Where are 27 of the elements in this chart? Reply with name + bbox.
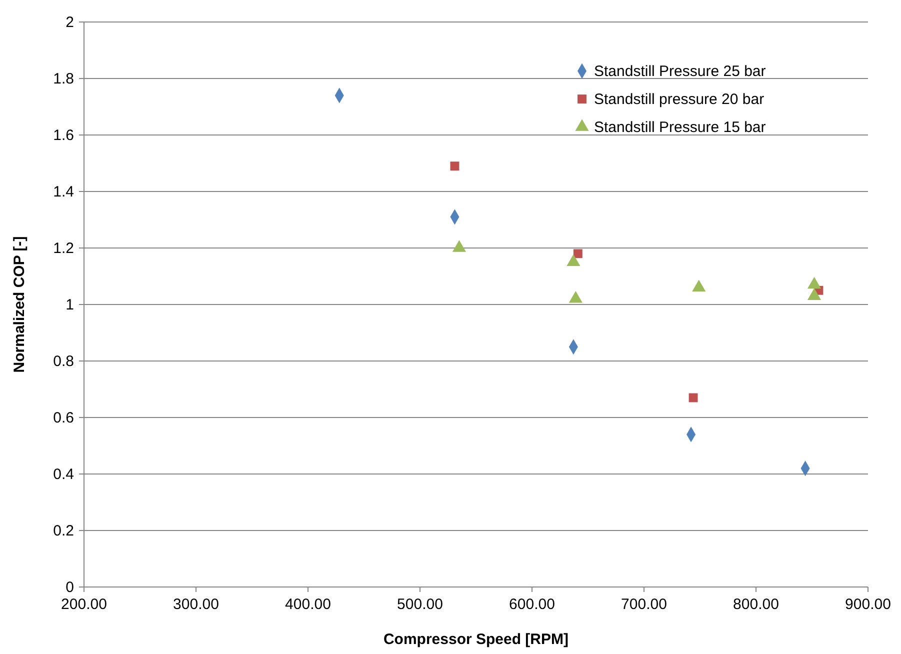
y-tick-label: 2: [66, 14, 74, 31]
x-tick-label: 800.00: [733, 596, 779, 613]
legend-label: Standstill Pressure 25 bar: [594, 63, 766, 80]
y-tick-label: 1.2: [53, 240, 74, 257]
point: [450, 162, 460, 171]
y-tick-label: 1: [66, 296, 74, 314]
y-tick-label: 0.4: [53, 466, 74, 483]
y-axis-title: Normalized COP [-]: [11, 236, 28, 373]
y-tick-label: 0.2: [53, 522, 74, 540]
x-tick-label: 200.00: [61, 596, 107, 613]
y-tick-label: 0.6: [53, 410, 74, 426]
point: [688, 393, 698, 402]
x-tick-label: 300.00: [173, 596, 219, 613]
x-tick-label: 500.00: [397, 596, 443, 613]
x-tick-label: 700.00: [621, 596, 667, 613]
x-tick-label: 400.00: [285, 596, 331, 613]
point: [573, 249, 582, 258]
legend-label: Standstill Pressure 15 bar: [594, 119, 766, 136]
y-tick-label: 1.4: [53, 184, 74, 200]
x-axis-title: Compressor Speed [RPM]: [383, 631, 569, 648]
x-tick-label: 600.00: [509, 596, 555, 613]
y-tick-label: 1.8: [53, 70, 74, 88]
y-tick-label: 1.6: [53, 127, 74, 144]
y-tick-label: 0.8: [53, 353, 74, 370]
legend-label: Standstill pressure 20 bar: [594, 91, 764, 108]
y-tick-label: 0: [66, 579, 74, 596]
x-tick-label: 900.00: [845, 596, 891, 613]
